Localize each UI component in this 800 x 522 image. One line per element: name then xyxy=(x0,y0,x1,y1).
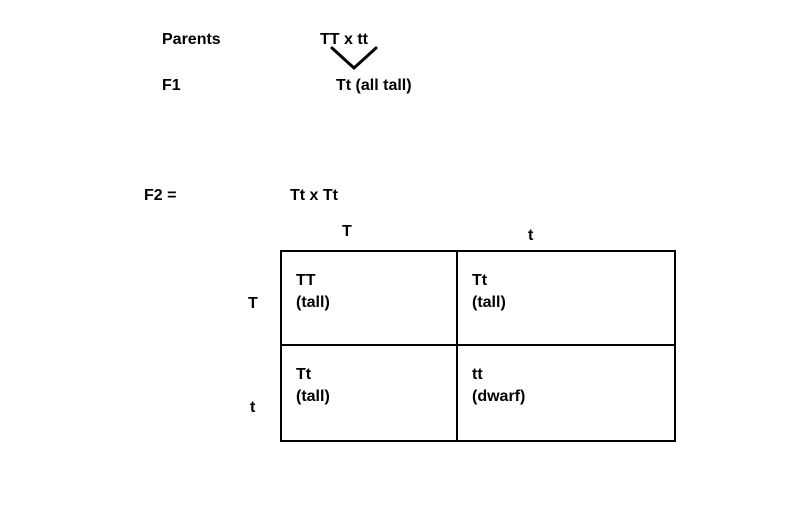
cell-Tt-bottom: Tt (tall) xyxy=(280,346,458,442)
parents-label: Parents xyxy=(162,30,221,49)
cell-tt: tt (dwarf) xyxy=(458,346,676,442)
cell-genotype: TT xyxy=(296,272,316,289)
cross-arrow xyxy=(330,46,378,70)
cell-genotype: Tt xyxy=(296,366,311,383)
row-header-T: T xyxy=(248,294,258,313)
f2-label: F2 = xyxy=(144,186,176,205)
cell-genotype: tt xyxy=(472,366,483,383)
f1-label: F1 xyxy=(162,76,181,95)
cell-phenotype: (tall) xyxy=(296,294,330,311)
table-row: TT (tall) Tt (tall) xyxy=(280,250,676,346)
table-row: Tt (tall) tt (dwarf) xyxy=(280,346,676,442)
f2-cross: Tt x Tt xyxy=(290,186,338,205)
col-header-t: t xyxy=(528,226,533,245)
col-header-T: T xyxy=(342,222,352,241)
cell-TT: TT (tall) xyxy=(280,250,458,346)
cell-phenotype: (tall) xyxy=(472,294,506,311)
cell-phenotype: (dwarf) xyxy=(472,388,525,405)
cell-phenotype: (tall) xyxy=(296,388,330,405)
cell-genotype: Tt xyxy=(472,272,487,289)
punnett-square: TT (tall) Tt (tall) Tt (tall) tt (dwarf) xyxy=(280,250,676,442)
f1-result: Tt (all tall) xyxy=(336,76,412,95)
row-header-t: t xyxy=(250,398,255,417)
cell-Tt-top: Tt (tall) xyxy=(458,250,676,346)
